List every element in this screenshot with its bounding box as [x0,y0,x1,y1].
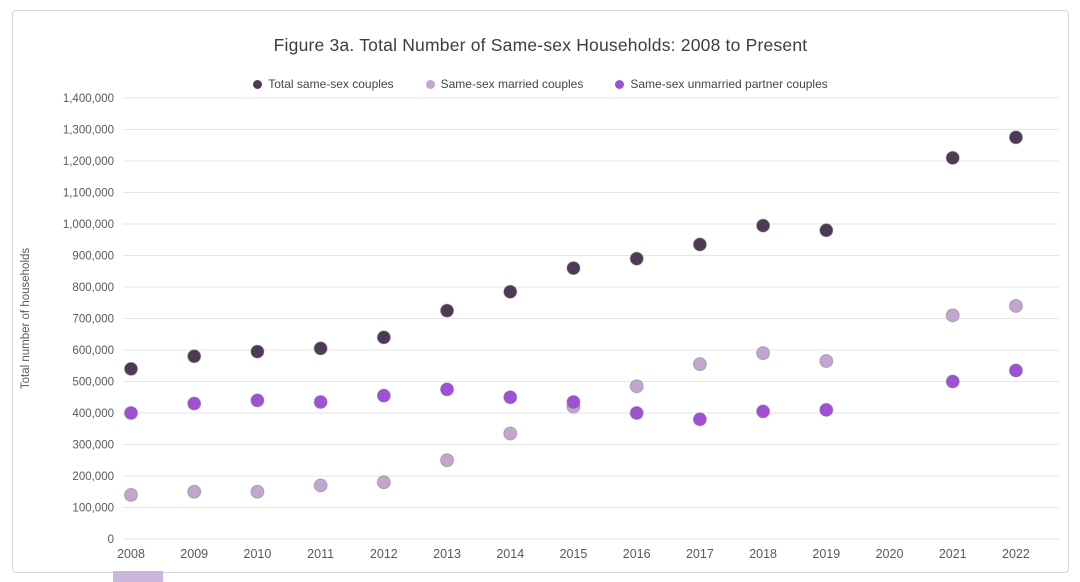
y-tick-label: 700,000 [72,314,114,326]
y-tick-label: 200,000 [72,471,114,483]
y-tick-label: 800,000 [72,282,114,294]
y-tick-label: 900,000 [72,251,114,263]
data-point [250,393,265,408]
data-point [503,390,518,405]
data-point [376,388,391,403]
x-tick-label: 2019 [812,547,840,561]
data-point [376,475,391,490]
data-point [124,487,138,502]
data-point [819,223,834,238]
data-point [945,374,960,389]
data-point [124,361,138,376]
y-axis-title: Total number of households [20,248,32,390]
data-point [629,251,644,266]
legend-label: Same-sex married couples [440,77,584,91]
data-point [503,426,518,441]
x-tick-label: 2016 [623,547,651,561]
x-tick-label: 2022 [1002,547,1030,561]
data-point [250,484,265,499]
y-tick-label: 100,000 [72,503,114,515]
legend-marker-icon [615,79,625,89]
y-tick-label: 1,100,000 [63,188,114,200]
data-point [1008,130,1023,145]
y-tick-label: 1,000,000 [63,219,114,231]
x-tick-label: 2013 [433,547,461,561]
data-point [566,394,581,409]
data-point [819,402,834,417]
data-point [187,396,202,411]
x-tick-label: 2014 [496,547,524,561]
legend-item: Same-sex unmarried partner couples [615,77,828,91]
legend-label: Same-sex unmarried partner couples [630,77,828,91]
data-point [313,341,328,356]
data-point [440,453,455,468]
legend-marker-icon [425,79,435,89]
plot-area: 0 100,000 200,000 300,000 400,000 500,000 600,… [20,93,1059,561]
data-point [313,478,328,493]
data-point [629,379,644,394]
data-point [819,354,834,369]
y-tick-label: 1,300,000 [63,125,114,137]
figure-card: Figure 3a. Total Number of Same-sex Hous… [12,10,1069,573]
x-tick-label: 2011 [307,547,334,561]
x-tick-label: 2012 [370,547,398,561]
x-tick-label: 2020 [876,547,904,561]
data-point [1008,363,1023,378]
data-point [313,394,328,409]
chart-title: Figure 3a. Total Number of Same-sex Hous… [273,35,808,55]
data-point [692,237,707,252]
data-point [945,308,960,323]
legend-item: Total same-sex couples [253,77,394,91]
chart-legend: Total same-sex couples Same-sex married c… [13,77,1068,91]
data-point [692,357,707,372]
data-point [440,382,455,397]
data-point [376,330,391,345]
data-point [250,344,265,359]
data-point [187,349,202,364]
data-point [566,261,581,276]
data-point [187,484,202,499]
legend-item: Same-sex married couples [425,77,584,91]
x-tick-label: 2015 [560,547,588,561]
data-point [124,406,138,420]
data-point [1008,298,1023,313]
data-point [629,406,644,420]
data-point [756,346,771,361]
data-point [756,404,771,419]
cropped-page-element [113,571,163,582]
y-tick-label: 300,000 [72,440,114,452]
x-tick-label: 2021 [939,547,967,561]
x-tick-label: 2009 [180,547,208,561]
legend-marker-icon [253,79,263,89]
legend-label: Total same-sex couples [268,77,394,91]
y-tick-label: 500,000 [72,377,114,389]
x-tick-label: 2017 [686,547,714,561]
y-tick-label: 400,000 [72,408,114,420]
data-point [440,303,455,318]
data-point [692,412,707,427]
x-tick-label: 2018 [749,547,777,561]
data-point [945,150,960,165]
data-point [756,218,771,233]
x-tick-label: 2010 [244,547,272,561]
y-tick-label: 600,000 [72,345,114,357]
data-point [503,284,518,299]
y-tick-label: 0 [108,534,114,546]
y-tick-label: 1,200,000 [63,156,114,168]
y-tick-label: 1,400,000 [63,93,114,105]
x-tick-label: 2008 [117,547,145,561]
